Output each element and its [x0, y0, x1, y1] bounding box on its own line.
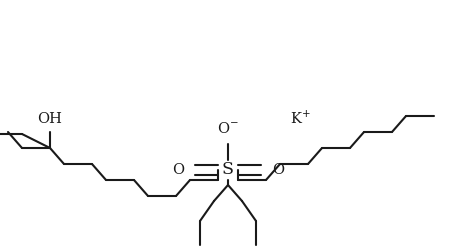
Text: S: S [222, 162, 233, 178]
Text: O: O [172, 163, 184, 177]
Text: K$^{+}$: K$^{+}$ [289, 109, 309, 127]
Text: O$^{-}$: O$^{-}$ [217, 121, 238, 136]
Text: O: O [271, 163, 283, 177]
Text: OH: OH [37, 112, 62, 126]
